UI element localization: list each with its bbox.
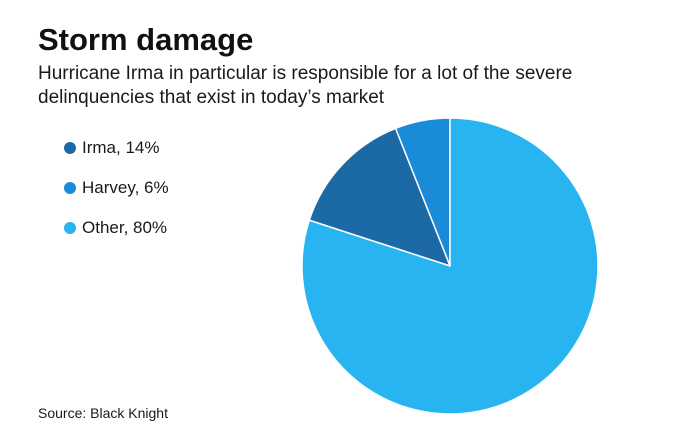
legend: Irma, 14% Harvey, 6% Other, 80%	[64, 136, 169, 256]
chart-subtitle: Hurricane Irma in particular is responsi…	[38, 63, 573, 108]
source-note: Source: Black Knight	[38, 405, 168, 421]
legend-label: Harvey, 6%	[82, 178, 169, 197]
legend-swatch	[64, 182, 76, 194]
pie-chart	[301, 117, 599, 415]
legend-item: Irma, 14%	[64, 136, 169, 160]
chart-title: Storm damage	[38, 22, 254, 57]
legend-swatch	[64, 222, 76, 234]
legend-item: Other, 80%	[64, 216, 169, 240]
legend-item: Harvey, 6%	[64, 176, 169, 200]
legend-label: Irma, 14%	[82, 138, 160, 157]
legend-label: Other, 80%	[82, 218, 168, 237]
pie-slice-other	[301, 117, 599, 415]
legend-swatch	[64, 142, 76, 154]
